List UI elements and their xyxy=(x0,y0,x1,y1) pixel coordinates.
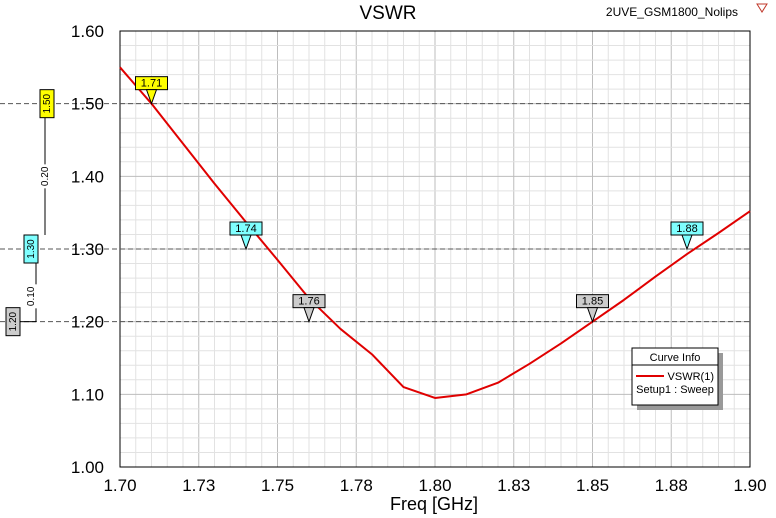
marker-label: 1.71 xyxy=(141,78,162,90)
marker-pointer xyxy=(681,234,693,251)
marker-pointer xyxy=(303,307,315,324)
y-tick-label: 1.60 xyxy=(71,22,104,41)
ruler-delta-0.20: 0.20 xyxy=(39,164,51,189)
y-axis-ticks: 1.00 1.10 1.20 1.30 1.40 1.50 1.60 xyxy=(71,22,104,477)
ruler-value-label: 1.20 xyxy=(8,311,19,331)
ruler-value-1.50: 1.50 xyxy=(39,89,55,119)
marker-1.76: 1.76 xyxy=(292,294,326,324)
y-tick-label: 1.20 xyxy=(71,313,104,332)
ruler-delta-label: 0.10 xyxy=(26,286,37,306)
legend-title: Curve Info xyxy=(650,352,701,364)
ruler-delta-bg xyxy=(25,284,37,309)
ruler-value-label: 1.30 xyxy=(26,239,37,259)
y-tick-label: 1.30 xyxy=(71,240,104,259)
chart-title: VSWR xyxy=(360,3,417,24)
x-tick-label: 1.85 xyxy=(576,476,609,495)
x-tick-label: 1.78 xyxy=(340,476,373,495)
marker-label: 1.85 xyxy=(582,296,603,308)
marker-label: 1.74 xyxy=(235,223,256,235)
marker-1.85: 1.85 xyxy=(576,294,609,324)
x-tick-label: 1.90 xyxy=(733,476,766,495)
x-axis-label: Freq [GHz] xyxy=(390,494,478,514)
ruler-delta-0.10: 0.10 xyxy=(25,284,37,309)
logo-icon xyxy=(756,3,768,13)
delta-ruler: 1.50 1.30 1.20 0.20 0.10 xyxy=(5,89,55,337)
x-tick-label: 1.80 xyxy=(418,476,451,495)
legend-entry-series: VSWR(1) xyxy=(668,371,714,383)
ruler-delta-bg xyxy=(39,164,51,189)
marker-1.74: 1.74 xyxy=(229,221,263,251)
ruler-value-box xyxy=(39,89,55,119)
ruler-value-1.20: 1.20 xyxy=(5,307,21,337)
y-tick-label: 1.50 xyxy=(71,95,104,114)
x-tick-label: 1.75 xyxy=(261,476,294,495)
ruler-value-box xyxy=(23,234,39,264)
legend-entry-setup: Setup1 : Sweep xyxy=(636,384,714,396)
marker-label: 1.76 xyxy=(298,296,319,308)
y-tick-label: 1.40 xyxy=(71,167,104,186)
marker-1.71: 1.71 xyxy=(135,76,168,106)
x-tick-label: 1.83 xyxy=(497,476,530,495)
ruler-value-box xyxy=(5,307,21,337)
marker-pointer xyxy=(240,234,252,251)
marker-pointer xyxy=(586,307,599,324)
x-tick-label: 1.73 xyxy=(182,476,215,495)
series-layer xyxy=(119,66,751,399)
ruler-value-1.30: 1.30 xyxy=(23,234,39,264)
project-label: 2UVE_GSM1800_Nolips xyxy=(606,5,738,19)
x-tick-label: 1.70 xyxy=(103,476,136,495)
ruler-value-label: 1.50 xyxy=(42,93,53,113)
x-tick-label: 1.88 xyxy=(655,476,688,495)
y-tick-label: 1.10 xyxy=(71,385,104,404)
markers: 1.71 1.74 1.76 1.85 1.88 xyxy=(135,76,704,324)
y-tick-label: 1.00 xyxy=(71,458,104,477)
marker-pointer xyxy=(145,89,158,106)
marker-label: 1.88 xyxy=(676,223,697,235)
ruler-delta-label: 0.20 xyxy=(40,166,51,186)
x-axis-ticks: 1.70 1.73 1.75 1.78 1.80 1.83 1.85 1.88 1.90 xyxy=(103,476,766,495)
legend[interactable]: Curve Info VSWR(1) Setup1 : Sweep xyxy=(631,347,723,410)
series-line-vswr xyxy=(119,66,751,399)
marker-1.88: 1.88 xyxy=(670,221,704,251)
